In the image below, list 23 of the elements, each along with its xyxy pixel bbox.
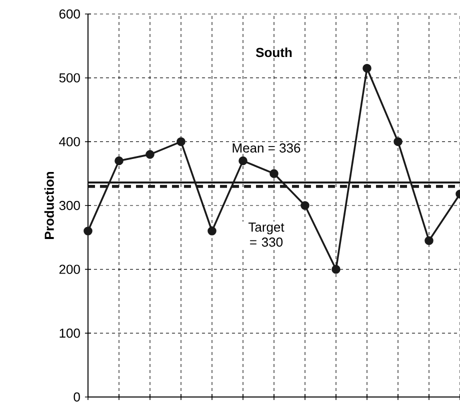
y-tick-label: 100 [60, 328, 80, 338]
ref-line-label: Mean = 336 [232, 143, 300, 153]
point [146, 150, 154, 159]
y-tick-label: 500 [59, 73, 80, 82]
y-tick-label: 200 [59, 264, 80, 274]
y-tick-label: 0 [74, 392, 80, 402]
y-axis-title: Production [44, 172, 54, 239]
point [424, 236, 434, 246]
point [270, 169, 278, 178]
point [332, 264, 340, 274]
point [114, 156, 124, 166]
ref-line-label: Target = 330 [248, 222, 284, 247]
point [362, 64, 372, 73]
y-tick-label: 300 [59, 200, 80, 210]
point [176, 137, 186, 146]
text: South [256, 48, 292, 58]
y-tick-label: 600 [59, 9, 80, 19]
point [84, 226, 92, 236]
y-tick-label: 400 [59, 137, 80, 146]
point [238, 156, 248, 166]
point [208, 226, 216, 236]
point [394, 137, 402, 146]
point [300, 201, 310, 210]
